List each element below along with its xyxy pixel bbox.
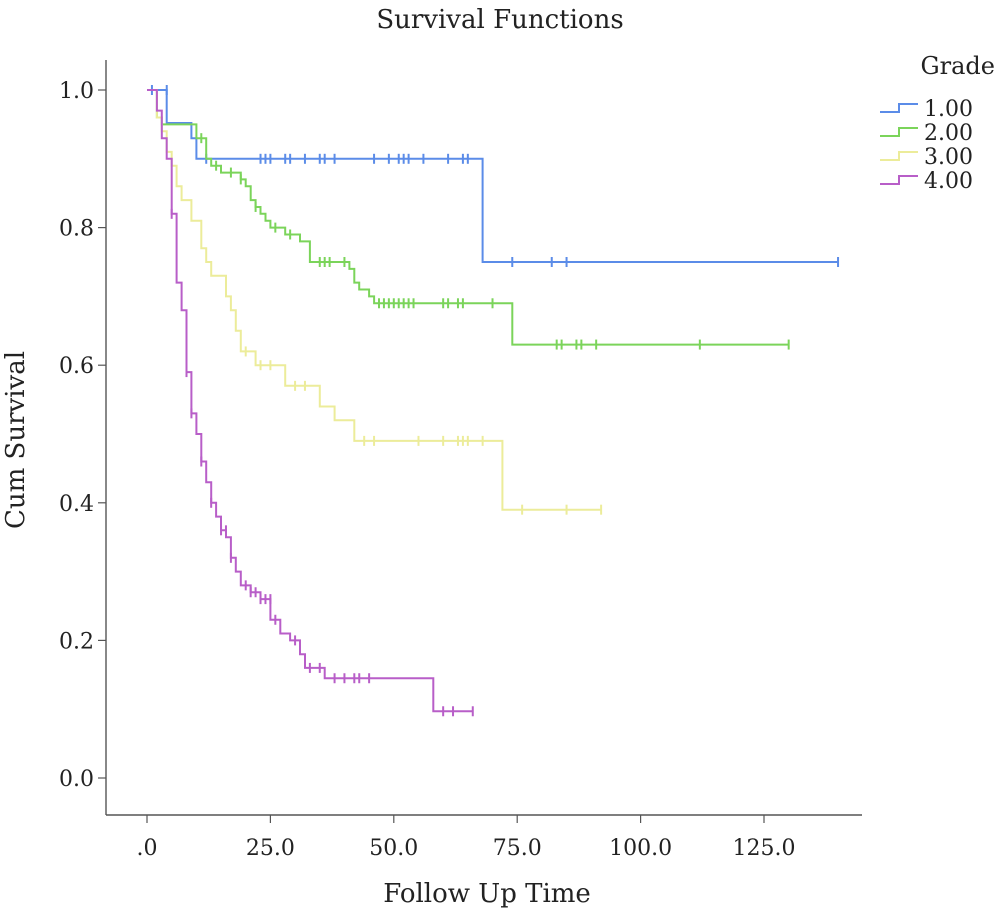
y-tick-label: 0.4 bbox=[59, 492, 94, 517]
x-tick-label: .0 bbox=[137, 836, 158, 861]
legend-label: 2.00 bbox=[924, 121, 973, 146]
y-tick-label: 0.0 bbox=[59, 767, 94, 792]
y-tick-label: 1.0 bbox=[59, 79, 94, 104]
y-tick-label: 0.2 bbox=[59, 629, 94, 654]
series-layer bbox=[147, 85, 840, 717]
x-axis-ticks: .0 25.0 50.0 75.0 100.0 125.0 bbox=[137, 815, 796, 861]
legend: Grade 1.002.003.004.00 bbox=[880, 52, 995, 194]
legend-label: 3.00 bbox=[924, 145, 973, 170]
x-tick-label: 100.0 bbox=[609, 836, 672, 861]
survival-line-3.00 bbox=[147, 89, 602, 511]
x-tick-label: 75.0 bbox=[493, 836, 542, 861]
chart-title: Survival Functions bbox=[376, 5, 623, 35]
x-tick-label: 50.0 bbox=[369, 836, 418, 861]
legend-title: Grade bbox=[920, 52, 995, 80]
legend-swatch bbox=[880, 175, 918, 185]
survival-line-1.00 bbox=[147, 89, 838, 263]
y-tick-label: 0.6 bbox=[59, 354, 94, 379]
plot-frame bbox=[105, 60, 862, 816]
series-4.00 bbox=[147, 89, 474, 717]
series-3.00 bbox=[147, 89, 603, 515]
series-1.00 bbox=[147, 85, 840, 267]
legend-item-4.00: 4.00 bbox=[880, 169, 973, 194]
legend-swatch bbox=[880, 151, 918, 161]
y-tick-label: 0.8 bbox=[59, 217, 94, 242]
legend-item-3.00: 3.00 bbox=[880, 145, 973, 170]
legend-swatch bbox=[880, 103, 918, 113]
x-axis-label: Follow Up Time bbox=[383, 879, 591, 909]
survival-line-4.00 bbox=[147, 89, 473, 713]
legend-label: 4.00 bbox=[924, 169, 973, 194]
y-axis-ticks: 0.0 0.2 0.4 0.6 0.8 1.0 bbox=[59, 79, 106, 792]
legend-label: 1.00 bbox=[924, 97, 973, 122]
series-2.00 bbox=[147, 89, 790, 350]
legend-item-2.00: 2.00 bbox=[880, 121, 973, 146]
survival-line-2.00 bbox=[147, 89, 789, 346]
x-tick-label: 25.0 bbox=[246, 836, 295, 861]
legend-item-1.00: 1.00 bbox=[880, 97, 973, 122]
x-tick-label: 125.0 bbox=[733, 836, 796, 861]
legend-swatch bbox=[880, 127, 918, 137]
y-axis-label: Cum Survival bbox=[1, 351, 31, 529]
